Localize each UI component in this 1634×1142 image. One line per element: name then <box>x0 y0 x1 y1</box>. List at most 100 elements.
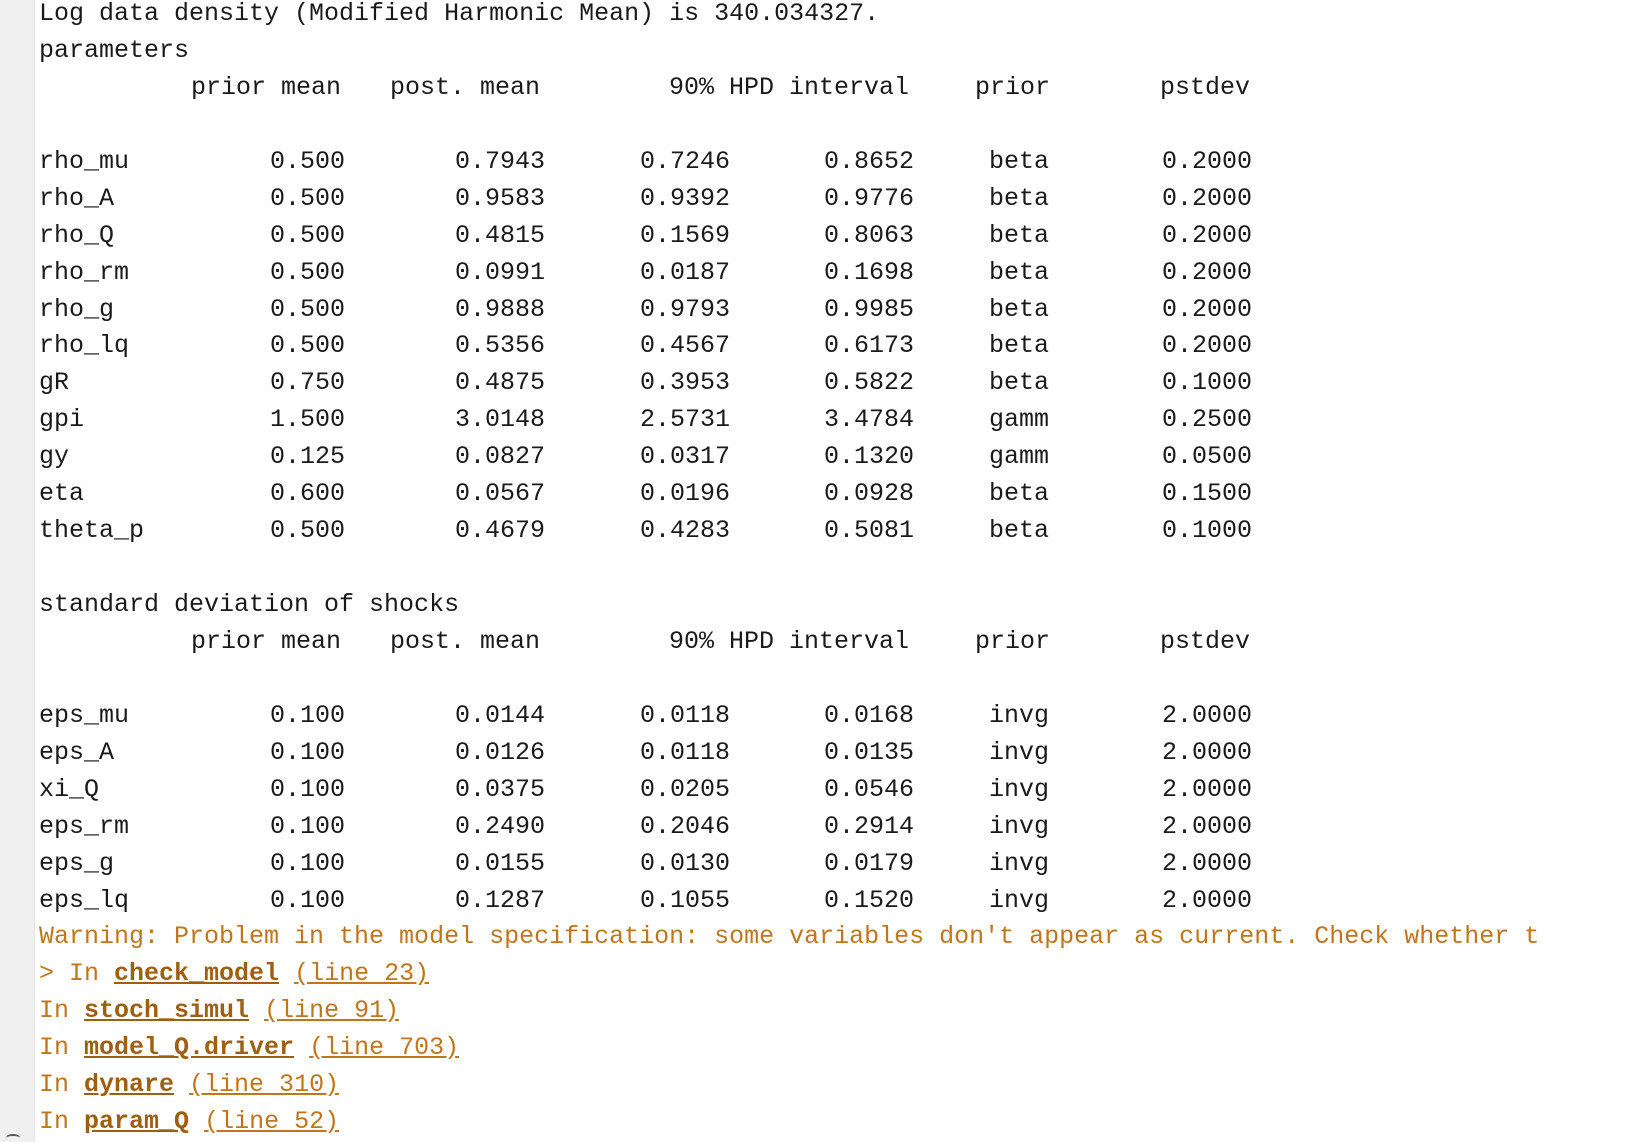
cell-hpd-upper: 0.1320 <box>823 442 914 472</box>
line-number-link[interactable]: (line 91) <box>264 996 400 1026</box>
shocks-header-row: prior mean post. mean 90% HPD interval p… <box>39 624 1634 661</box>
stack-trace-line: In param_Q (line 52) <box>39 1104 1634 1141</box>
cell-hpd-upper: 0.6173 <box>823 331 914 361</box>
cell-name: rho_rm <box>39 257 130 287</box>
cell-prior-mean: 0.500 <box>269 331 345 361</box>
stack-trace-line: In stoch_simul (line 91) <box>39 993 1634 1030</box>
cell-pstdev: 2.0000 <box>1161 811 1252 841</box>
cell-post-mean: 0.9583 <box>454 183 545 213</box>
cell-post-mean: 0.7943 <box>454 146 545 176</box>
cell-prior: invg <box>989 737 1050 767</box>
cell-name: gy <box>39 442 70 472</box>
cell-hpd-lower: 0.0130 <box>639 848 730 878</box>
cell-prior: beta <box>989 220 1050 250</box>
shocks-table: eps_mu 0.100 0.0144 0.0118 0.0168 invg 2.0000 e… <box>39 698 1634 920</box>
cell-name: eps_A <box>39 737 115 767</box>
cell-pstdev: 2.0000 <box>1161 774 1252 804</box>
cell-pstdev: 0.2000 <box>1161 257 1252 287</box>
cell-prior: beta <box>989 294 1050 324</box>
cell-name: xi_Q <box>39 774 100 804</box>
cell-pstdev: 2.0000 <box>1161 737 1252 767</box>
cell-post-mean: 0.0144 <box>454 700 545 730</box>
stack-prefix: In <box>39 1107 85 1137</box>
function-link[interactable]: check_model <box>114 959 280 989</box>
stack-prefix: In <box>39 996 85 1026</box>
line-number-link[interactable]: (line 703) <box>309 1033 460 1063</box>
cell-name: rho_Q <box>39 220 115 250</box>
header-prior-mean: prior mean <box>191 626 342 656</box>
line-number-link[interactable]: (line 310) <box>189 1070 340 1100</box>
table-row: rho_mu 0.500 0.7943 0.7246 0.8652 beta 0.2000 <box>39 144 1634 181</box>
cell-post-mean: 0.5356 <box>454 331 545 361</box>
cell-prior-mean: 0.100 <box>269 700 345 730</box>
table-row: rho_Q 0.500 0.4815 0.1569 0.8063 beta 0.2000 <box>39 218 1634 255</box>
cell-prior-mean: 0.100 <box>269 811 345 841</box>
cell-prior-mean: 0.100 <box>269 848 345 878</box>
cell-prior: beta <box>989 516 1050 546</box>
warning-message: Warning: Problem in the model specificat… <box>39 922 1540 952</box>
cell-name: theta_p <box>39 516 145 546</box>
cell-hpd-lower: 0.9392 <box>639 183 730 213</box>
cell-pstdev: 0.2000 <box>1161 183 1252 213</box>
cell-post-mean: 0.4815 <box>454 220 545 250</box>
cell-post-mean: 0.0827 <box>454 442 545 472</box>
cell-pstdev: 0.1000 <box>1161 368 1252 398</box>
function-link[interactable]: model_Q.driver <box>84 1033 295 1063</box>
cell-post-mean: 0.0375 <box>454 774 545 804</box>
cell-prior-mean: 0.500 <box>269 146 345 176</box>
cell-prior-mean: 0.500 <box>269 220 345 250</box>
table-row: eta 0.600 0.0567 0.0196 0.0928 beta 0.1500 <box>39 476 1634 513</box>
header-hpd-interval: 90% HPD interval <box>669 72 910 102</box>
cell-prior: invg <box>989 700 1050 730</box>
cell-pstdev: 0.2000 <box>1161 146 1252 176</box>
cell-hpd-upper: 0.0546 <box>823 774 914 804</box>
cell-hpd-upper: 0.2914 <box>823 811 914 841</box>
cell-prior: invg <box>989 811 1050 841</box>
cell-prior-mean: 1.500 <box>269 405 345 435</box>
cell-prior-mean: 0.500 <box>269 516 345 546</box>
cell-hpd-lower: 0.0196 <box>639 479 730 509</box>
cell-name: eps_mu <box>39 700 130 730</box>
cell-prior: invg <box>989 848 1050 878</box>
cell-hpd-lower: 0.0317 <box>639 442 730 472</box>
line-number-link[interactable]: (line 23) <box>294 959 430 989</box>
function-link[interactable]: dynare <box>84 1070 175 1100</box>
cell-name: rho_lq <box>39 331 130 361</box>
cell-hpd-lower: 0.4567 <box>639 331 730 361</box>
cell-hpd-upper: 0.0135 <box>823 737 914 767</box>
cell-hpd-lower: 0.3953 <box>639 368 730 398</box>
cell-prior: invg <box>989 885 1050 915</box>
cell-prior-mean: 0.125 <box>269 442 345 472</box>
cell-hpd-lower: 2.5731 <box>639 405 730 435</box>
cell-hpd-lower: 0.9793 <box>639 294 730 324</box>
cell-hpd-lower: 0.1569 <box>639 220 730 250</box>
cell-name: gR <box>39 368 70 398</box>
cell-name: rho_A <box>39 183 115 213</box>
function-link[interactable]: stoch_simul <box>84 996 250 1026</box>
table-row: eps_lq 0.100 0.1287 0.1055 0.1520 invg 2.0000 <box>39 883 1634 920</box>
editor-gutter <box>0 0 35 1142</box>
cell-name: eta <box>39 479 85 509</box>
stack-trace-line: In model_Q.driver (line 703) <box>39 1030 1634 1067</box>
cell-prior: beta <box>989 368 1050 398</box>
table-row: eps_mu 0.100 0.0144 0.0118 0.0168 invg 2.0000 <box>39 698 1634 735</box>
blank-line <box>39 661 1634 698</box>
cell-prior: beta <box>989 257 1050 287</box>
table-row: rho_lq 0.500 0.5356 0.4567 0.6173 beta 0.2000 <box>39 328 1634 365</box>
table-row: rho_g 0.500 0.9888 0.9793 0.9985 beta 0.2000 <box>39 292 1634 329</box>
header-pstdev: pstdev <box>1160 626 1251 656</box>
cell-hpd-upper: 0.9776 <box>823 183 914 213</box>
cell-prior-mean: 0.100 <box>269 737 345 767</box>
function-link[interactable]: param_Q <box>84 1107 190 1137</box>
line-number-link[interactable]: (line 52) <box>204 1107 340 1137</box>
table-row: gR 0.750 0.4875 0.3953 0.5822 beta 0.1000 <box>39 365 1634 402</box>
cell-post-mean: 0.1287 <box>454 885 545 915</box>
cell-prior: gamm <box>989 405 1050 435</box>
cell-prior-mean: 0.100 <box>269 885 345 915</box>
cell-pstdev: 2.0000 <box>1161 885 1252 915</box>
cell-prior: invg <box>989 774 1050 804</box>
table-row: theta_p 0.500 0.4679 0.4283 0.5081 beta 0.1000 <box>39 513 1634 550</box>
shocks-title: standard deviation of shocks <box>39 590 460 619</box>
stack-prefix: In <box>39 1033 85 1063</box>
table-row: gy 0.125 0.0827 0.0317 0.1320 gamm 0.0500 <box>39 439 1634 476</box>
